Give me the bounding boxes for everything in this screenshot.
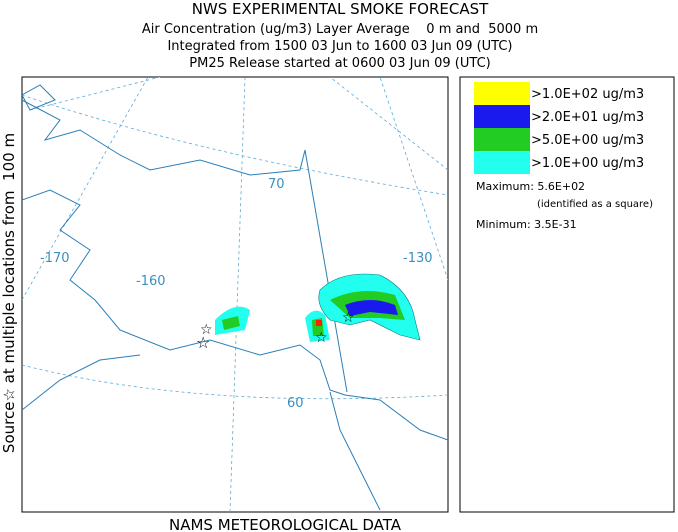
legend-label: >1.0E+00 ug/m3: [531, 156, 644, 171]
source-star: ☆: [196, 333, 210, 352]
island: [22, 84, 56, 111]
minimum: Minimum: 3.5E-31: [476, 218, 577, 231]
source-star: ☆: [200, 322, 213, 338]
map-label: 70: [268, 177, 285, 192]
maximum: Maximum: 5.6E+02: [476, 180, 585, 193]
legend-swatch: [474, 128, 530, 151]
map-label: -170: [40, 251, 70, 266]
legend: Maximum: 5.6E+02 (identified as a square…: [459, 76, 675, 513]
graticule: [22, 364, 448, 400]
maximum-note: (identified as a square): [537, 199, 653, 210]
graticule: [29, 77, 161, 111]
source-star: ☆: [342, 310, 355, 326]
subtitle: Air Concentration (ug/m3) Layer Average …: [142, 22, 538, 37]
legend-label: >5.0E+00 ug/m3: [531, 133, 644, 148]
coast: [22, 354, 381, 511]
map-label: 60: [287, 396, 304, 411]
legend-label: >1.0E+02 ug/m3: [531, 87, 644, 102]
source-star: ☆: [315, 330, 328, 346]
graticule: [22, 77, 149, 301]
title: NWS EXPERIMENTAL SMOKE FORECAST: [192, 0, 489, 18]
map: ☆ ☆ ☆ ☆ -170 -160 -130 70 60: [21, 76, 449, 513]
legend-swatch: [474, 82, 530, 105]
subtitle: PM25 Release started at 0600 03 Jun 09 (…: [189, 56, 490, 71]
map-label: -130: [403, 251, 433, 266]
side-label: Source☆ at multiple locations from 100 m: [0, 133, 18, 453]
coast: [22, 99, 348, 393]
plume: [222, 316, 240, 330]
subtitle: Integrated from 1500 03 Jun to 1600 03 J…: [167, 39, 512, 54]
footer: NAMS METEOROLOGICAL DATA: [169, 516, 402, 532]
legend-label: >2.0E+01 ug/m3: [531, 110, 644, 125]
coast: [22, 189, 448, 441]
max-square: [316, 320, 322, 326]
legend-swatch: [474, 151, 530, 174]
graticule: [229, 77, 246, 512]
map-label: -160: [136, 274, 166, 289]
plume: [345, 300, 398, 316]
graticule: [329, 77, 448, 171]
legend-swatch: [474, 105, 530, 128]
